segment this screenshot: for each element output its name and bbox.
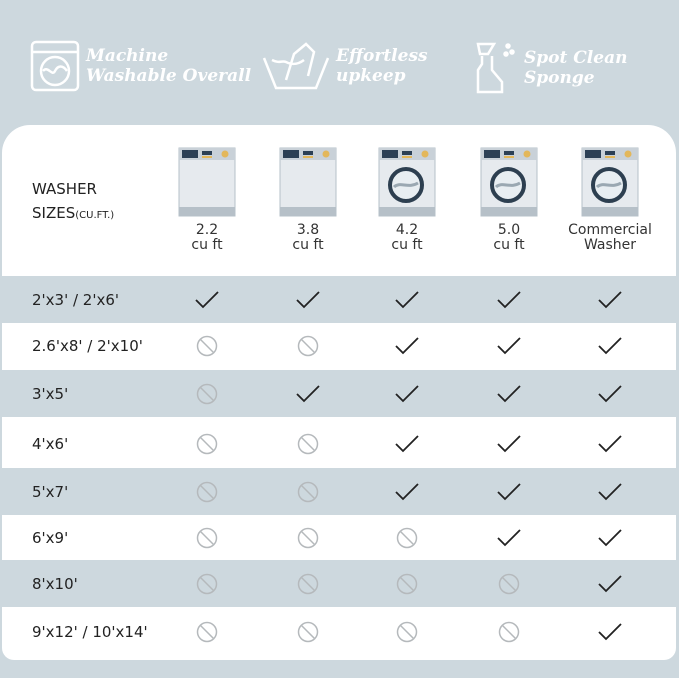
table-header: WASHER SIZES(CU.FT.) 2.2 cu ft 3.8 cu ft 4.2 c…	[2, 125, 676, 276]
table-row: 5'x7'	[2, 468, 676, 515]
column-capacity: 4.2	[395, 222, 419, 238]
washer-column-header: 2.2 cu ft	[152, 147, 262, 253]
table-row: 6'x9'	[2, 514, 676, 561]
feature-label: Washable Overall	[86, 66, 252, 86]
table-row: 3'x5'	[2, 370, 676, 417]
not-compatible-icon	[196, 621, 218, 642]
table-row: 2.6'x8' / 2'x10'	[2, 322, 676, 369]
hand-wash-icon	[262, 42, 330, 90]
washer-sizes-label: WASHER SIZES(CU.FT.)	[32, 180, 115, 222]
check-icon	[395, 482, 419, 500]
washer-icon	[378, 147, 436, 217]
feature-machine-washable: Machine Washable Overall	[30, 40, 251, 92]
compatibility-table: WASHER SIZES(CU.FT.) 2.2 cu ft 3.8 cu ft 4.2 c…	[2, 125, 676, 660]
rug-size: 8'x10'	[32, 574, 78, 593]
not-compatible-icon	[196, 573, 218, 594]
check-icon	[296, 384, 320, 402]
not-compatible-icon	[196, 433, 218, 454]
washer-column-header: 5.0 cu ft	[454, 147, 564, 253]
not-compatible-icon	[498, 573, 520, 594]
feature-label: Spot Clean	[524, 48, 628, 68]
check-icon	[598, 336, 622, 354]
table-row: 4'x6'	[2, 420, 676, 467]
rug-size: 2.6'x8' / 2'x10'	[32, 336, 143, 355]
not-compatible-icon	[297, 335, 319, 356]
rug-size: 3'x5'	[32, 384, 69, 403]
check-icon	[395, 336, 419, 354]
rug-size: 9'x12' / 10'x14'	[32, 622, 148, 641]
check-icon	[395, 434, 419, 452]
feature-spot-clean: Spot Clean Sponge	[474, 40, 627, 96]
check-icon	[497, 336, 521, 354]
feature-effortless-upkeep: Effortless upkeep	[262, 40, 428, 92]
column-unit: Washer	[583, 237, 637, 253]
rug-size: 6'x9'	[32, 528, 69, 547]
feature-label: Sponge	[524, 68, 595, 88]
washer-icon	[178, 147, 236, 217]
check-icon	[497, 290, 521, 308]
check-icon	[497, 482, 521, 500]
table-row: 2'x3' / 2'x6'	[2, 276, 676, 323]
washer-icon	[581, 147, 639, 217]
table-row: 8'x10'	[2, 560, 676, 607]
washer-icon	[480, 147, 538, 217]
column-capacity: 3.8	[296, 222, 320, 238]
check-icon	[598, 622, 622, 640]
column-unit: cu ft	[493, 237, 525, 253]
check-icon	[497, 384, 521, 402]
not-compatible-icon	[297, 433, 319, 454]
not-compatible-icon	[396, 527, 418, 548]
not-compatible-icon	[297, 621, 319, 642]
table-row: 9'x12' / 10'x14'	[2, 608, 676, 655]
column-unit: cu ft	[391, 237, 423, 253]
spray-bottle-icon	[476, 42, 515, 94]
not-compatible-icon	[297, 481, 319, 502]
washer-column-header: Commercial Washer	[555, 147, 665, 253]
check-icon	[395, 384, 419, 402]
check-icon	[195, 290, 219, 308]
column-unit: cu ft	[191, 237, 223, 253]
washing-machine-icon	[30, 40, 80, 92]
not-compatible-icon	[396, 573, 418, 594]
rug-size: 5'x7'	[32, 482, 69, 501]
check-icon	[598, 290, 622, 308]
rug-size: 2'x3' / 2'x6'	[32, 290, 120, 309]
check-icon	[598, 482, 622, 500]
not-compatible-icon	[396, 621, 418, 642]
not-compatible-icon	[297, 573, 319, 594]
not-compatible-icon	[196, 383, 218, 404]
column-unit: cu ft	[292, 237, 324, 253]
check-icon	[296, 290, 320, 308]
rug-size: 4'x6'	[32, 434, 69, 453]
check-icon	[598, 384, 622, 402]
washer-icon	[279, 147, 337, 217]
feature-label: Effortless	[336, 46, 428, 66]
not-compatible-icon	[297, 527, 319, 548]
column-capacity: 5.0	[497, 222, 521, 238]
column-capacity: Commercial	[568, 222, 652, 238]
column-capacity: 2.2	[195, 222, 219, 238]
check-icon	[497, 434, 521, 452]
not-compatible-icon	[196, 335, 218, 356]
check-icon	[598, 528, 622, 546]
feature-label: Machine	[86, 46, 169, 66]
check-icon	[497, 528, 521, 546]
feature-label: upkeep	[336, 66, 406, 86]
not-compatible-icon	[498, 621, 520, 642]
not-compatible-icon	[196, 481, 218, 502]
washer-column-header: 4.2 cu ft	[352, 147, 462, 253]
check-icon	[598, 434, 622, 452]
check-icon	[598, 574, 622, 592]
check-icon	[395, 290, 419, 308]
washer-column-header: 3.8 cu ft	[253, 147, 363, 253]
not-compatible-icon	[196, 527, 218, 548]
